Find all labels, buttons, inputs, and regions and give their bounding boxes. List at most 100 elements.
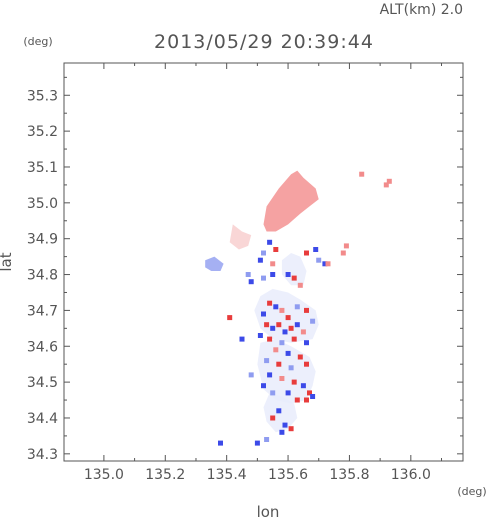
y-tick-label-9: 35.2	[27, 124, 58, 140]
x-tick-label-4: 135.8	[329, 467, 369, 483]
data-point-1	[340, 250, 346, 256]
data-point-62	[282, 422, 288, 428]
data-point-2	[359, 171, 365, 177]
y-tick-label-0: 34.3	[27, 447, 58, 463]
data-point-11	[270, 272, 276, 277]
data-point-28	[304, 307, 309, 313]
data-point-57	[294, 397, 300, 403]
data-point-50	[279, 376, 285, 381]
data-point-66	[239, 336, 245, 342]
data-point-3	[386, 178, 392, 184]
data-point-44	[297, 354, 303, 360]
data-point-58	[304, 397, 309, 403]
data-point-69	[264, 437, 270, 442]
data-point-15	[304, 250, 309, 256]
data-point-36	[300, 329, 306, 335]
data-point-39	[279, 340, 285, 346]
data-point-70	[254, 440, 260, 446]
data-point-43	[285, 350, 291, 356]
data-point-20	[245, 272, 251, 277]
data-point-25	[261, 311, 266, 317]
data-point-29	[310, 318, 316, 324]
data-point-59	[310, 394, 316, 399]
altitude-label: ALT(km) 2.0	[380, 2, 463, 18]
x-unit-label: (deg)	[457, 485, 486, 498]
data-point-32	[276, 322, 282, 328]
x-tick-label-1: 135.2	[145, 467, 185, 483]
data-point-19	[325, 261, 331, 267]
y-tick-label-1: 34.4	[27, 411, 58, 427]
data-point-46	[276, 361, 282, 367]
data-point-27	[294, 304, 300, 310]
echo-region-north-cluster	[263, 170, 319, 232]
data-point-40	[291, 336, 297, 342]
data-point-8	[257, 257, 263, 263]
x-tick-label-5: 136.0	[391, 467, 431, 483]
data-point-5	[267, 239, 273, 245]
x-tick-label-0: 135.0	[84, 467, 124, 483]
data-point-68	[218, 440, 223, 446]
y-tick-label-10: 35.3	[27, 88, 58, 104]
data-point-49	[267, 372, 273, 378]
data-point-14	[322, 261, 328, 267]
data-point-41	[304, 340, 309, 346]
data-point-24	[279, 307, 285, 313]
data-point-55	[270, 390, 276, 396]
data-point-31	[270, 325, 276, 331]
data-point-48	[304, 361, 309, 367]
data-point-42	[273, 347, 279, 353]
x-tick-label-3: 135.6	[268, 467, 308, 483]
data-point-34	[288, 325, 294, 331]
y-unit-label: (deg)	[23, 35, 52, 48]
echo-region-west-patch	[229, 224, 252, 250]
echo-region-west-blue-patch	[205, 256, 224, 271]
echo-region-mid-blob	[281, 253, 307, 286]
y-tick-label-5: 34.8	[27, 268, 58, 284]
data-point-17	[291, 275, 297, 281]
y-axis-label: lat	[0, 252, 15, 271]
data-point-7	[261, 250, 266, 256]
data-point-4	[383, 182, 389, 188]
data-point-56	[285, 390, 291, 396]
data-point-52	[300, 383, 306, 389]
data-point-33	[282, 329, 288, 335]
data-point-51	[291, 379, 297, 385]
data-point-26	[285, 315, 291, 321]
data-point-21	[248, 279, 254, 285]
data-point-60	[276, 408, 282, 414]
tick-layer: 135.0 135.2 135.4 135.6 135.8 136.0 34.3 34.4 34…	[27, 63, 463, 483]
data-point-37	[257, 333, 263, 338]
data-point-67	[248, 372, 254, 378]
data-point-45	[264, 358, 270, 364]
data-point-64	[279, 429, 285, 435]
data-point-53	[307, 390, 312, 396]
data-point-47	[288, 365, 294, 371]
y-tick-label-7: 35.0	[27, 196, 58, 212]
data-point-23	[273, 304, 279, 310]
plot-frame	[63, 62, 464, 462]
y-tick-label-2: 34.5	[27, 375, 58, 391]
data-point-30	[264, 322, 270, 328]
y-tick-label-6: 34.9	[27, 232, 58, 248]
data-point-16	[285, 272, 291, 277]
data-point-54	[261, 383, 266, 389]
x-axis-label: lon	[257, 503, 280, 521]
data-layer	[205, 170, 392, 446]
data-point-38	[267, 336, 273, 342]
data-point-61	[270, 415, 276, 421]
data-point-13	[316, 257, 322, 263]
data-point-10	[261, 275, 266, 281]
data-point-63	[288, 426, 294, 432]
y-tick-label-4: 34.7	[27, 303, 58, 319]
data-point-18	[297, 282, 303, 288]
y-tick-label-8: 35.1	[27, 160, 58, 176]
data-point-35	[294, 322, 300, 328]
y-tick-label-3: 34.6	[27, 339, 58, 355]
x-tick-label-2: 135.4	[207, 467, 247, 483]
data-point-6	[273, 247, 279, 252]
data-point-65	[227, 315, 233, 321]
data-point-0	[343, 243, 349, 249]
data-point-22	[267, 300, 273, 306]
chart-title: 2013/05/29 20:39:44	[154, 31, 374, 53]
